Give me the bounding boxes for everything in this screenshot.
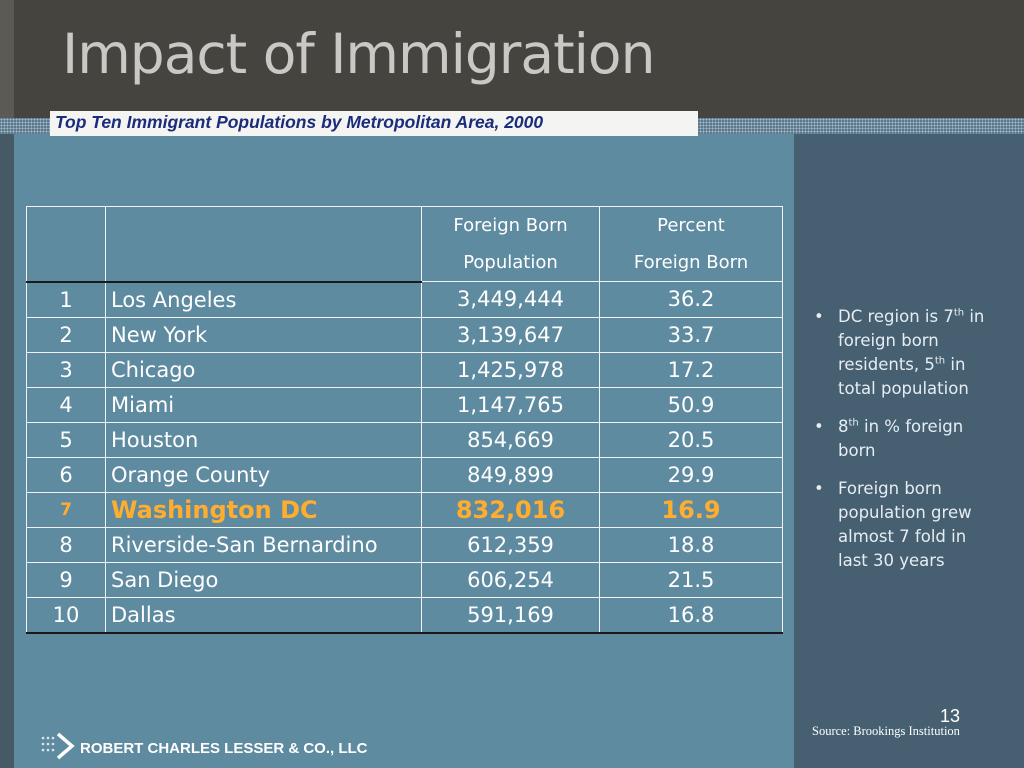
population-cell: 3,449,444 [421, 281, 600, 318]
area-cell: Chicago [105, 351, 422, 388]
table-row: 5 Houston 854,669 20.5 [26, 421, 783, 458]
title-bar: Impact of Immigration [0, 0, 1024, 118]
population-cell: 612,359 [421, 526, 600, 563]
percent-cell: 20.5 [599, 421, 783, 458]
side-panel [794, 134, 1024, 768]
percent-cell: 50.9 [599, 386, 783, 423]
rank-cell: 7 [26, 491, 106, 528]
percent-cell: 18.8 [599, 526, 783, 563]
area-cell: Orange County [105, 456, 422, 493]
rank-cell: 9 [26, 561, 106, 598]
subtitle-box: Top Ten Immigrant Populations by Metropo… [50, 111, 698, 136]
bullet-dot-icon: • [814, 479, 824, 498]
bullet-text: in foreign born residents, 5 [838, 307, 985, 374]
table-row: 8 Riverside-San Bernardino 612,359 18.8 [26, 526, 783, 563]
area-cell: Dallas [105, 596, 422, 634]
population-cell: 832,016 [421, 491, 600, 528]
population-cell: 1,425,978 [421, 351, 600, 388]
header-population-line2: Population [463, 252, 558, 273]
percent-cell: 36.2 [599, 281, 783, 318]
header-population-line1: Foreign Born [453, 215, 568, 236]
bullet-text: in % foreign born [838, 417, 964, 460]
source-citation: Source: Brookings Institution [812, 724, 960, 738]
bullet-text: DC region is 7 [838, 307, 954, 326]
rank-cell: 5 [26, 421, 106, 458]
rank-cell: 2 [26, 316, 106, 353]
table-header-row: Foreign Born Population Percent Foreign … [26, 206, 783, 283]
rank-cell: 4 [26, 386, 106, 423]
rank-cell: 6 [26, 456, 106, 493]
table-row: 4 Miami 1,147,765 50.9 [26, 386, 783, 423]
area-cell: San Diego [105, 561, 422, 598]
table-row: 10 Dallas 591,169 16.8 [26, 596, 783, 634]
bullet-superscript: th [953, 307, 965, 319]
percent-cell: 33.7 [599, 316, 783, 353]
rank-cell: 10 [26, 596, 106, 634]
slide-title: Impact of Immigration [62, 22, 655, 86]
header-area [105, 206, 422, 283]
bullet-dot-icon: • [814, 417, 824, 436]
population-cell: 854,669 [421, 421, 600, 458]
bullet-text: Foreign born population grew almost 7 fo… [838, 479, 972, 570]
header-population: Foreign Born Population [421, 206, 600, 282]
bullet-superscript: th [934, 355, 946, 367]
bullet-list: • DC region is 7th in foreign born resid… [812, 305, 992, 587]
percent-cell: 16.9 [599, 491, 783, 528]
population-cell: 606,254 [421, 561, 600, 598]
bullet-item: • DC region is 7th in foreign born resid… [812, 305, 992, 401]
bullet-item: • 8th in % foreign born [812, 415, 992, 463]
company-logo-icon [41, 732, 75, 760]
area-cell: Riverside-San Bernardino [105, 526, 422, 563]
table-row-highlighted: 7 Washington DC 832,016 16.9 [26, 491, 783, 528]
percent-cell: 17.2 [599, 351, 783, 388]
table-row: 9 San Diego 606,254 21.5 [26, 561, 783, 598]
company-name: ROBERT CHARLES LESSER & CO., LLC [80, 740, 368, 757]
area-cell: Miami [105, 386, 422, 423]
population-cell: 3,139,647 [421, 316, 600, 353]
rank-cell: 8 [26, 526, 106, 563]
immigrant-population-table: Foreign Born Population Percent Foreign … [26, 206, 783, 634]
bullet-superscript: th [848, 417, 859, 429]
table-row: 2 New York 3,139,647 33.7 [26, 316, 783, 353]
header-percent: Percent Foreign Born [599, 206, 783, 282]
bullet-text: in total population [838, 355, 969, 398]
rank-cell: 3 [26, 351, 106, 388]
rank-cell: 1 [26, 281, 106, 318]
percent-cell: 16.8 [599, 596, 783, 634]
percent-cell: 29.9 [599, 456, 783, 493]
header-percent-line1: Percent [657, 215, 725, 236]
table-row: 1 Los Angeles 3,449,444 36.2 [26, 281, 783, 318]
title-bar-accent [0, 0, 14, 118]
area-cell: Washington DC [105, 491, 422, 528]
bullet-dot-icon: • [814, 307, 824, 326]
bullet-text: 8 [838, 417, 849, 436]
page-number: 13 [940, 706, 961, 726]
header-percent-line2: Foreign Born [633, 252, 749, 273]
bullet-item: • Foreign born population grew almost 7 … [812, 477, 992, 573]
percent-cell: 21.5 [599, 561, 783, 598]
population-cell: 591,169 [421, 596, 600, 634]
area-cell: New York [105, 316, 422, 353]
population-cell: 1,147,765 [421, 386, 600, 423]
header-rank [26, 206, 106, 283]
table-row: 3 Chicago 1,425,978 17.2 [26, 351, 783, 388]
population-cell: 849,899 [421, 456, 600, 493]
area-cell: Los Angeles [105, 281, 422, 318]
slide-subtitle: Top Ten Immigrant Populations by Metropo… [55, 112, 544, 132]
area-cell: Houston [105, 421, 422, 458]
table-row: 6 Orange County 849,899 29.9 [26, 456, 783, 493]
